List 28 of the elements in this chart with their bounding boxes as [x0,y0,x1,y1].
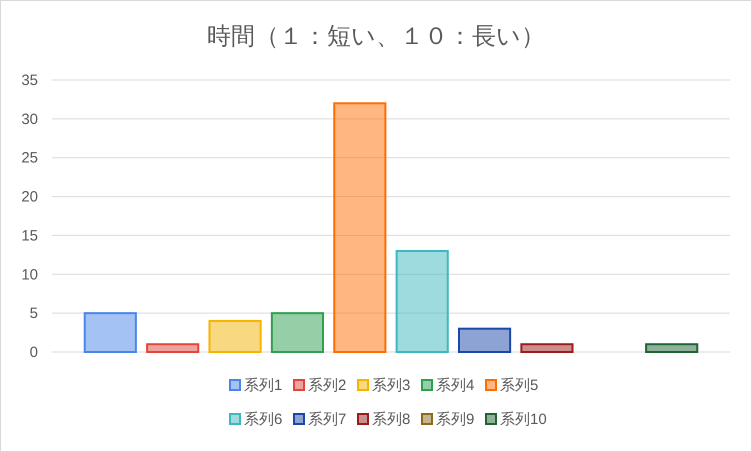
y-tick-label: 10 [21,266,38,284]
bar [208,320,262,353]
legend-label: 系列3 [372,377,410,394]
y-tick-label: 0 [30,344,38,361]
bar [84,312,137,353]
y-tick-label: 15 [21,227,38,244]
bar [333,102,386,353]
bar [458,328,512,353]
bar [396,250,449,353]
chart-title: 時間（１：短い、１０：長い） [207,23,545,50]
legend-label: 系列4 [436,377,474,394]
bar [270,312,324,353]
y-tick-label: 25 [21,150,38,167]
y-tick-label: 35 [21,72,38,89]
legend-label: 系列5 [500,377,538,394]
legend-label: 系列6 [244,411,282,428]
legend-label: 系列7 [308,411,346,428]
y-tick-label: 30 [21,110,38,128]
legend-label: 系列1 [244,377,282,394]
bar [645,343,698,353]
y-tick-label: 5 [30,305,38,322]
legend-label: 系列8 [372,411,410,428]
legend-label: 系列2 [308,377,346,394]
legend-label: 系列10 [500,411,547,428]
y-tick-label: 20 [21,188,38,206]
legend-label: 系列9 [436,411,474,428]
bar [520,343,574,353]
bar [146,343,200,353]
